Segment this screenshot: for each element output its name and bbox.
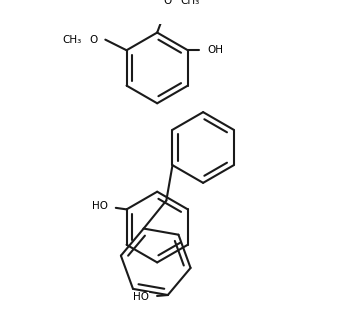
Text: O: O: [164, 0, 172, 6]
Text: CH₃: CH₃: [62, 35, 81, 44]
Text: CH₃: CH₃: [181, 0, 200, 6]
Text: OH: OH: [208, 45, 224, 55]
Text: HO: HO: [92, 201, 108, 211]
Text: O: O: [89, 35, 97, 44]
Text: HO: HO: [133, 292, 149, 302]
